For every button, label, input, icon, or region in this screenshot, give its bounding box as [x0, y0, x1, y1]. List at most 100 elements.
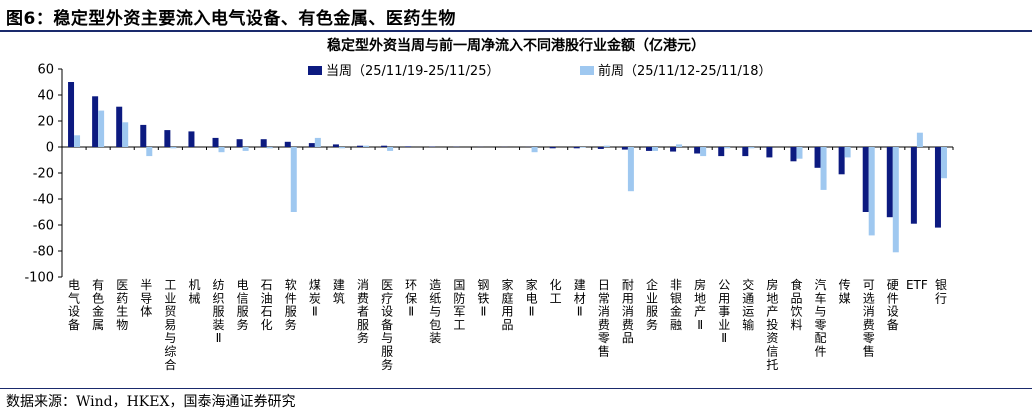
- bar-current-week: [621, 147, 628, 150]
- bar-previous-week: [700, 147, 707, 157]
- bar-previous-week: [676, 144, 683, 147]
- x-category-label: 传媒: [839, 277, 851, 305]
- x-category-label: 机械: [188, 278, 200, 305]
- bar-current-week: [573, 147, 580, 149]
- bar-current-week: [549, 147, 556, 149]
- bar-previous-week: [314, 137, 321, 147]
- bottom-rule: [0, 388, 1032, 389]
- bar-previous-week: [363, 145, 370, 147]
- x-category-label: 消费者服务: [357, 278, 369, 345]
- x-category-label: 食品饮料: [790, 277, 802, 332]
- bar-previous-week: [579, 147, 586, 148]
- top-rule: [0, 30, 1032, 32]
- x-category-label: 工业贸易与综合: [164, 278, 176, 372]
- bar-previous-week: [916, 132, 923, 147]
- bar-current-week: [934, 147, 941, 228]
- bar-current-week: [116, 106, 123, 147]
- legend-label-previous-week: 前周（25/11/12-25/11/18）: [598, 63, 771, 79]
- bar-previous-week: [940, 147, 947, 179]
- bar-current-week: [694, 147, 701, 154]
- bar-previous-week: [74, 135, 81, 147]
- bar-previous-week: [651, 147, 658, 151]
- x-category-label: 房地产 Ⅱ: [694, 277, 706, 332]
- x-category-label: 半导体: [140, 278, 152, 319]
- source-note: 数据来源：Wind，HKEX，国泰海通证券研究: [6, 394, 296, 410]
- bar-current-week: [814, 147, 821, 168]
- y-tick-label: -80: [33, 245, 54, 260]
- bar-current-week: [645, 147, 652, 151]
- bar-current-week: [68, 82, 75, 147]
- x-category-label: 公用事业 Ⅱ: [718, 278, 730, 345]
- bar-previous-week: [170, 147, 177, 149]
- x-category-label: 企业服务: [646, 277, 658, 332]
- bar-previous-week: [290, 147, 297, 212]
- bar-previous-week: [242, 147, 249, 151]
- bar-current-week: [140, 124, 147, 147]
- y-tick-label: 0: [46, 141, 54, 156]
- x-category-label: 造纸与包装: [429, 278, 441, 345]
- bar-previous-week: [820, 147, 827, 190]
- x-category-label: 可选消费零售: [863, 278, 875, 359]
- x-category-label: 煤炭 Ⅱ: [309, 278, 321, 319]
- legend-swatch-current-week: [308, 66, 322, 75]
- x-category-label: 纺织服装 Ⅱ: [213, 278, 225, 345]
- bar-chart: 稳定型外资当周与前一周净流入不同港股行业金额（亿港元） 当周（25/11/19-…: [24, 37, 954, 372]
- bar-current-week: [597, 147, 604, 149]
- axes: 60 40 20 0 -20 -40 -60 -80 -100: [24, 63, 954, 286]
- bar-current-week: [862, 147, 869, 212]
- x-category-label: 日常消费零售: [598, 278, 610, 359]
- bar-previous-week: [98, 110, 105, 147]
- x-category-label: 家庭用品: [501, 277, 513, 332]
- x-category-label: 建材 Ⅱ: [574, 278, 586, 319]
- x-category-label: 化工: [550, 278, 562, 305]
- y-tick-label: 60: [37, 63, 54, 78]
- bar-current-week: [212, 137, 219, 147]
- bar-previous-week: [748, 147, 755, 149]
- bar-previous-week: [266, 147, 273, 149]
- bar-previous-week: [844, 147, 851, 158]
- bar-current-week: [766, 147, 773, 158]
- x-category-label: 家电 Ⅱ: [526, 277, 538, 319]
- y-tick-label: 40: [37, 89, 54, 104]
- x-category-label: 耐用消费品: [622, 278, 634, 345]
- x-category-label: 汽车与零配件: [815, 277, 827, 359]
- bar-previous-week: [218, 147, 225, 153]
- x-category-label: 石油石化: [261, 278, 273, 332]
- bar-previous-week: [146, 147, 153, 157]
- bar-current-week: [188, 131, 195, 147]
- x-category-label: 硬件设备: [887, 278, 899, 332]
- bar-current-week: [92, 96, 99, 147]
- bar-current-week: [236, 139, 243, 147]
- bar-current-week: [718, 147, 725, 157]
- x-category-label: 交通运输: [742, 277, 754, 332]
- x-category-label: 软件服务: [285, 278, 297, 332]
- bar-current-week: [886, 147, 893, 218]
- bar-current-week: [308, 143, 315, 147]
- y-tick-label: -20: [33, 167, 54, 182]
- x-category-label: 钢铁 Ⅱ: [477, 278, 489, 319]
- bar-previous-week: [122, 122, 129, 147]
- bar-current-week: [381, 145, 388, 147]
- bar-previous-week: [603, 145, 610, 147]
- bar-current-week: [405, 146, 412, 147]
- y-tick-label: 20: [37, 115, 54, 130]
- bar-previous-week: [531, 147, 538, 153]
- x-category-label: 电气设备: [68, 278, 80, 332]
- legend-swatch-previous-week: [580, 66, 594, 75]
- y-tick-label: -60: [33, 219, 54, 234]
- bar-previous-week: [796, 147, 803, 159]
- figure-title: 图6：稳定型外资主要流入电气设备、有色金属、医药生物: [6, 9, 456, 29]
- bar-current-week: [670, 147, 677, 152]
- y-tick-label: -100: [24, 271, 54, 286]
- legend-label-current-week: 当周（25/11/19-25/11/25）: [326, 64, 499, 79]
- bar-current-week: [742, 147, 749, 157]
- x-category-label: 国防军工: [453, 278, 465, 332]
- x-category-label: 有色金属: [92, 278, 104, 332]
- bar-current-week: [164, 130, 171, 147]
- bar-previous-week: [868, 147, 875, 236]
- y-tick-label: -40: [33, 193, 54, 208]
- bar-current-week: [838, 147, 845, 175]
- x-category-label: ETF: [906, 278, 928, 292]
- x-category-label: 非银金融: [670, 278, 682, 332]
